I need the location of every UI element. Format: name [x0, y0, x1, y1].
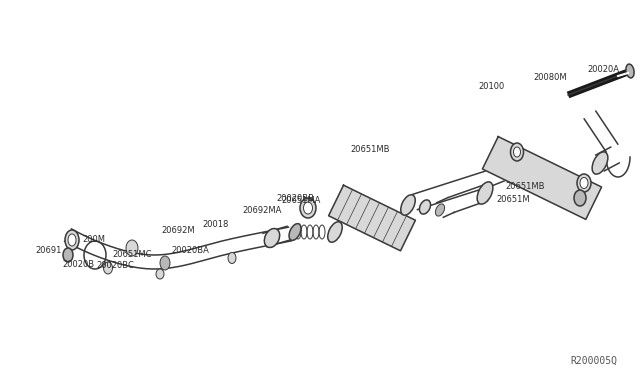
Text: 20020A: 20020A [588, 65, 620, 74]
Polygon shape [328, 185, 415, 251]
Ellipse shape [228, 253, 236, 263]
Text: 20651MB: 20651MB [506, 182, 545, 191]
Text: 20651MA: 20651MA [282, 196, 321, 205]
Ellipse shape [160, 256, 170, 270]
Text: 20020BA: 20020BA [172, 246, 209, 255]
Ellipse shape [419, 200, 431, 214]
Polygon shape [483, 137, 602, 219]
Text: 20100: 20100 [479, 82, 505, 91]
Text: 20651MC: 20651MC [112, 250, 152, 259]
Text: 20020BB: 20020BB [276, 194, 314, 203]
Ellipse shape [477, 182, 493, 204]
Text: 20691: 20691 [35, 246, 61, 255]
Text: 200M: 200M [82, 235, 105, 244]
Ellipse shape [303, 202, 312, 214]
Ellipse shape [289, 224, 301, 240]
Ellipse shape [300, 198, 316, 218]
Text: 20080M: 20080M [533, 73, 567, 81]
Ellipse shape [626, 64, 634, 78]
Text: 20018: 20018 [202, 220, 228, 229]
Text: 20020BC: 20020BC [96, 261, 134, 270]
Text: 20692M: 20692M [161, 226, 195, 235]
Ellipse shape [592, 152, 608, 174]
Ellipse shape [65, 230, 79, 250]
Ellipse shape [574, 190, 586, 206]
Ellipse shape [156, 269, 164, 279]
Ellipse shape [104, 262, 113, 274]
Text: 20020B: 20020B [62, 260, 94, 269]
Ellipse shape [401, 195, 415, 215]
Ellipse shape [511, 143, 524, 161]
Text: R200005Q: R200005Q [571, 355, 618, 365]
Ellipse shape [513, 147, 520, 157]
Ellipse shape [68, 234, 76, 246]
Text: 20651MB: 20651MB [351, 145, 390, 154]
Ellipse shape [264, 228, 280, 247]
Text: 20651M: 20651M [497, 195, 531, 204]
Ellipse shape [328, 222, 342, 242]
Ellipse shape [577, 174, 591, 192]
Ellipse shape [63, 248, 73, 262]
Text: 20692MA: 20692MA [242, 206, 282, 215]
Ellipse shape [580, 177, 588, 189]
Ellipse shape [126, 240, 138, 256]
Ellipse shape [435, 204, 445, 216]
